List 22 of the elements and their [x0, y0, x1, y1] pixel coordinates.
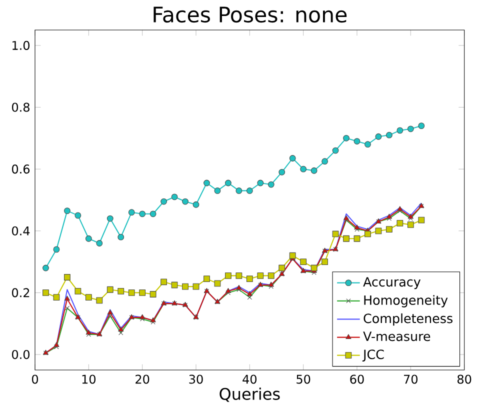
chart-title: Faces Poses: none	[154, 6, 347, 23]
x-tick-label: 60	[350, 374, 364, 384]
y-tick-label: 0.8	[12, 102, 30, 112]
y-tick-label: 1.0	[12, 40, 30, 50]
x-tick-label: 10	[82, 374, 96, 384]
x-tick-label: 20	[136, 374, 150, 384]
y-tick-label: 0.4	[12, 226, 30, 236]
x-tick-label: 40	[242, 374, 256, 384]
y-tick-label: 0.2	[12, 288, 30, 298]
legend-label: Accuracy	[363, 277, 421, 290]
x-tick-label: 70	[404, 374, 418, 384]
x-tick-label: 50	[296, 374, 310, 384]
legend-label: V-measure	[363, 332, 430, 342]
y-tick-label: 0.6	[12, 164, 30, 174]
x-axis-title: Queries	[220, 388, 280, 402]
x-tick-label: 80	[458, 374, 472, 384]
legend-label: Homogeneity	[364, 295, 448, 308]
y-tick-label: 0.0	[12, 350, 30, 360]
x-tick-label: 0	[32, 374, 38, 384]
legend-label: JCC	[362, 350, 384, 362]
x-tick-label: 30	[189, 374, 203, 384]
legend-label: Completeness	[364, 313, 452, 326]
